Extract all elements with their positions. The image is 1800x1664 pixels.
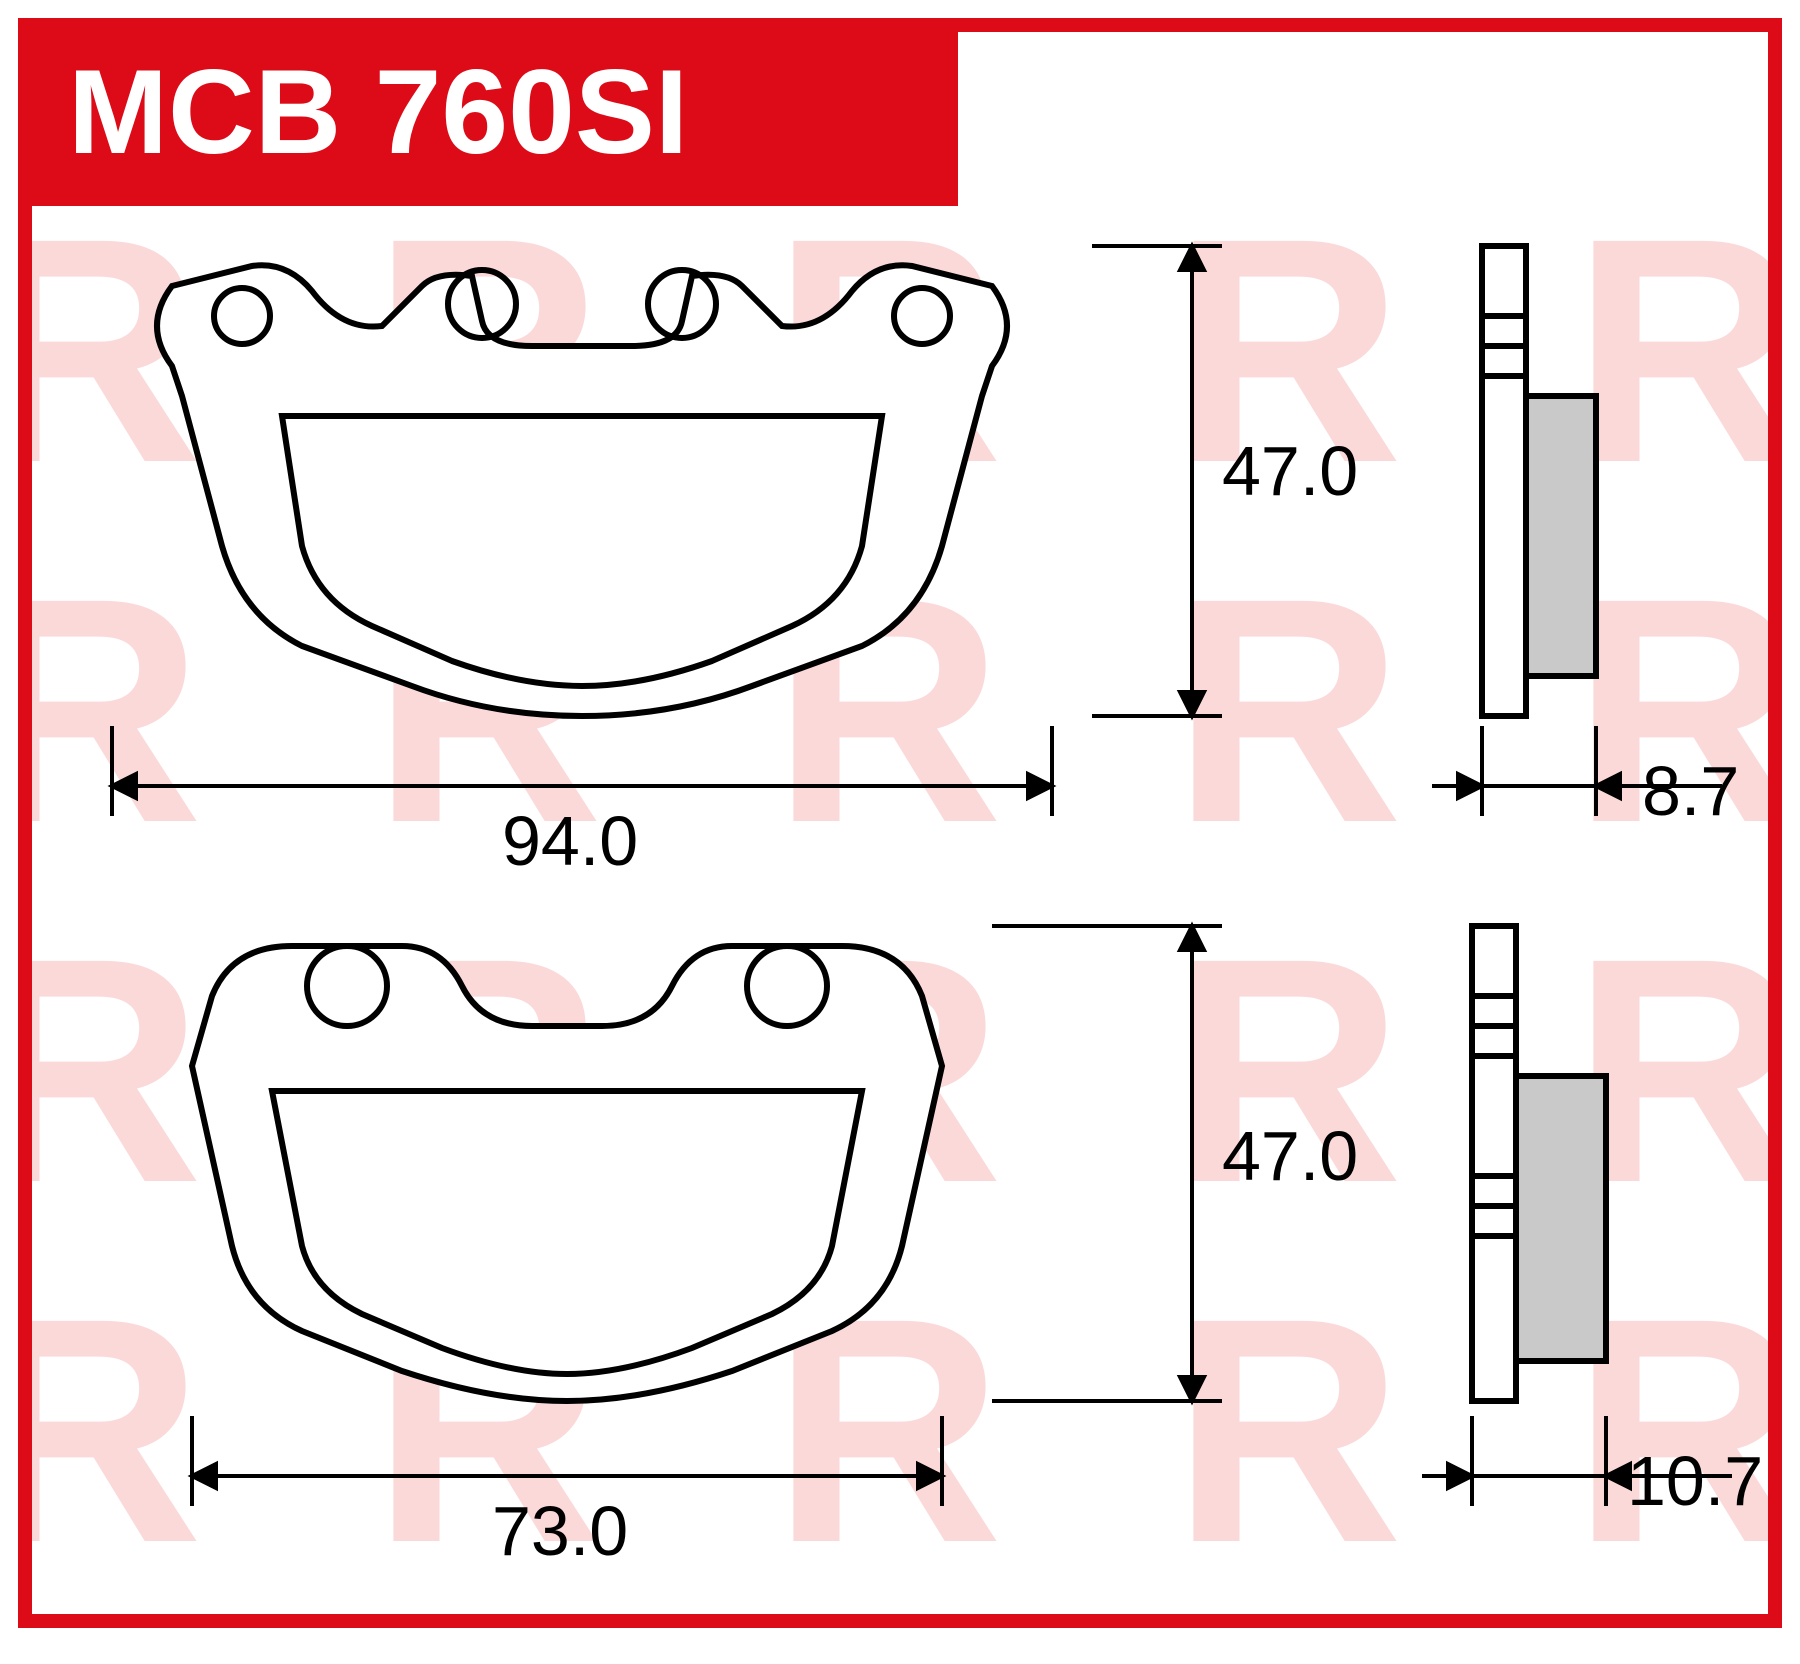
pad-bottom-front	[192, 946, 942, 1401]
diagram-body: R R R R R R R R R R R R R R R R R R R R	[18, 206, 1782, 1628]
dim-bottom-height	[992, 926, 1222, 1401]
product-code: MCB 760SI	[18, 18, 958, 206]
diagram-svg	[32, 206, 1768, 1614]
dim-top-height-label: 47.0	[1222, 431, 1358, 511]
header-border	[958, 18, 1782, 206]
dim-top-thickness-label: 8.7	[1642, 751, 1739, 831]
pad-top-front	[157, 265, 1007, 716]
pad-bottom-side	[1472, 926, 1606, 1401]
dim-top-height	[1092, 246, 1222, 716]
dim-bottom-height-label: 47.0	[1222, 1116, 1358, 1196]
dim-top-width-label: 94.0	[502, 801, 638, 881]
spec-frame: MCB 760SI R R R R R R R R R R R R R R R …	[18, 18, 1782, 1628]
header: MCB 760SI	[18, 18, 1782, 206]
dim-bottom-thickness-label: 10.7	[1627, 1441, 1763, 1521]
dim-bottom-width-label: 73.0	[492, 1491, 628, 1571]
pad-top-side	[1482, 246, 1596, 716]
